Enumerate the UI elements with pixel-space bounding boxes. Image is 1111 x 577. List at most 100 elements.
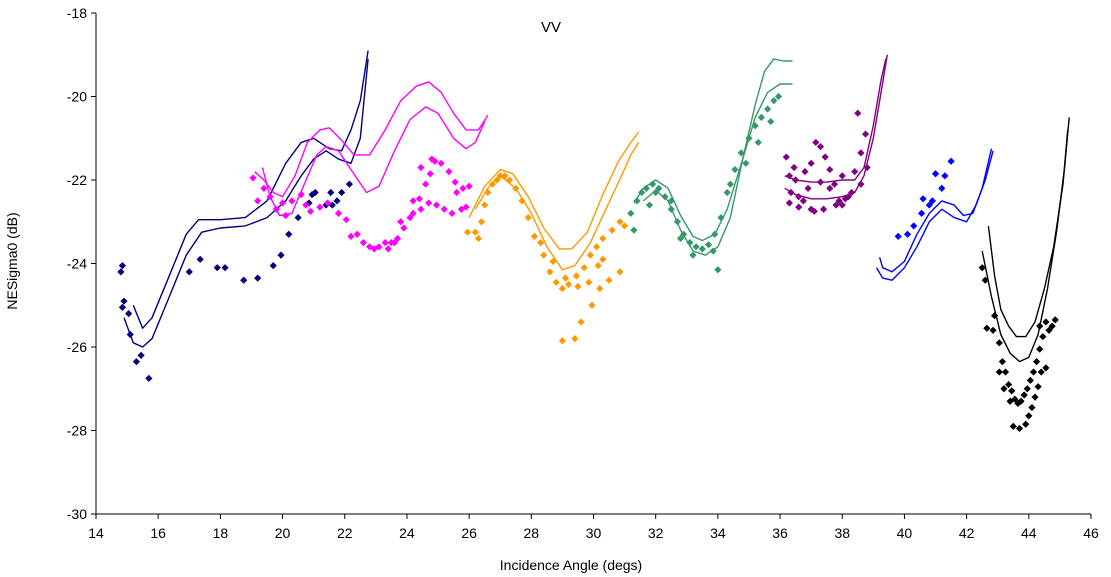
series-3-point (506, 176, 513, 183)
series-2-point (427, 170, 434, 177)
series-3-point (599, 256, 606, 263)
series-3-point (574, 283, 581, 290)
series-4-point (627, 210, 634, 217)
x-tick-label: 20 (275, 525, 291, 541)
x-tick-label: 22 (337, 525, 353, 541)
series-7-point (1042, 364, 1049, 371)
series-7-point (999, 358, 1006, 365)
series-7-point (1035, 383, 1042, 390)
series-2-point (385, 245, 392, 252)
series-5-point (800, 197, 807, 204)
series-6-line-2 (877, 151, 994, 280)
series-1-point (137, 352, 144, 359)
y-axis-label: NESigma0 (dB) (4, 212, 20, 309)
series-2-point (288, 197, 295, 204)
series-1-point (127, 331, 134, 338)
series-7-point (1028, 404, 1035, 411)
series-3-point (587, 252, 594, 259)
series-4-point (661, 193, 668, 200)
x-tick-label: 32 (648, 525, 664, 541)
series-7-point (1039, 333, 1046, 340)
series-7-point (1030, 368, 1037, 375)
series-1-point (333, 197, 340, 204)
series-3-point (562, 275, 569, 282)
x-tick-label: 36 (772, 525, 788, 541)
x-tick-label: 24 (399, 525, 415, 541)
series-3-point (540, 252, 547, 259)
series-6-point (918, 210, 925, 217)
series-5-point (808, 160, 815, 167)
series-2-point (316, 204, 323, 211)
series-1-point (295, 214, 302, 221)
series-3-point (559, 337, 566, 344)
series-4-point (711, 231, 718, 238)
x-tick-label: 14 (88, 525, 104, 541)
series-1-line-2 (133, 51, 368, 329)
series-5-point (812, 139, 819, 146)
series-5-point (820, 206, 827, 213)
series-7-point (996, 368, 1003, 375)
series-7-point (1036, 323, 1043, 330)
series-5-line-1 (785, 59, 886, 182)
series-5-point (817, 143, 824, 150)
series-1-point (197, 256, 204, 263)
series-4-point (630, 227, 637, 234)
series-5-point (790, 164, 797, 171)
series-4-point (689, 252, 696, 259)
series-7-point (1038, 368, 1045, 375)
series-4-point (693, 243, 700, 250)
series-2-point (422, 181, 429, 188)
series-4-point (646, 201, 653, 208)
series-1-point (119, 304, 126, 311)
y-tick-label: -26 (67, 339, 87, 355)
series-3-point (484, 189, 491, 196)
series-4-point (770, 97, 777, 104)
series-3-point (605, 277, 612, 284)
series-2-point (343, 216, 350, 223)
series-1-point (145, 375, 152, 382)
series-7-point (989, 327, 996, 334)
x-tick-label: 34 (710, 525, 726, 541)
series-2-point (459, 185, 466, 192)
series-2-point (445, 168, 452, 175)
series-4-point (767, 118, 774, 125)
series-5-point (854, 110, 861, 117)
series-7-point (1027, 377, 1034, 384)
series-6-point (941, 172, 948, 179)
series-5-point (862, 130, 869, 137)
series-1-point (119, 262, 126, 269)
series-2-point (249, 174, 256, 181)
series-1-point (133, 358, 140, 365)
series-3-point (565, 281, 572, 288)
x-tick-label: 30 (586, 525, 602, 541)
series-2-point (360, 239, 367, 246)
series-3-point (553, 279, 560, 286)
x-tick-label: 18 (213, 525, 229, 541)
series-3-point (595, 262, 602, 269)
series-4-point (714, 266, 721, 273)
x-tick-label: 26 (461, 525, 477, 541)
series-7-point (1036, 345, 1043, 352)
series-5-point (795, 204, 802, 211)
series-5-point (851, 168, 858, 175)
series-3-point (588, 302, 595, 309)
series-7-point (1025, 412, 1032, 419)
y-tick-label: -30 (67, 506, 87, 522)
series-5-point (826, 185, 833, 192)
series-3-point (481, 201, 488, 208)
series-2-point (400, 224, 407, 231)
series-4-point (731, 166, 738, 173)
series-4-point (699, 245, 706, 252)
series-1-point (120, 297, 127, 304)
series-2-point (382, 239, 389, 246)
series-7-point (1021, 391, 1028, 398)
series-1-point (338, 189, 345, 196)
series-7-line-2 (982, 117, 1069, 361)
series-3-point (599, 235, 606, 242)
series-1-point (270, 262, 277, 269)
series-3-line-2 (475, 142, 638, 269)
series-7-point (996, 339, 1003, 346)
series-7-point (1000, 385, 1007, 392)
series-5-point (839, 172, 846, 179)
series-1-point (221, 264, 228, 271)
